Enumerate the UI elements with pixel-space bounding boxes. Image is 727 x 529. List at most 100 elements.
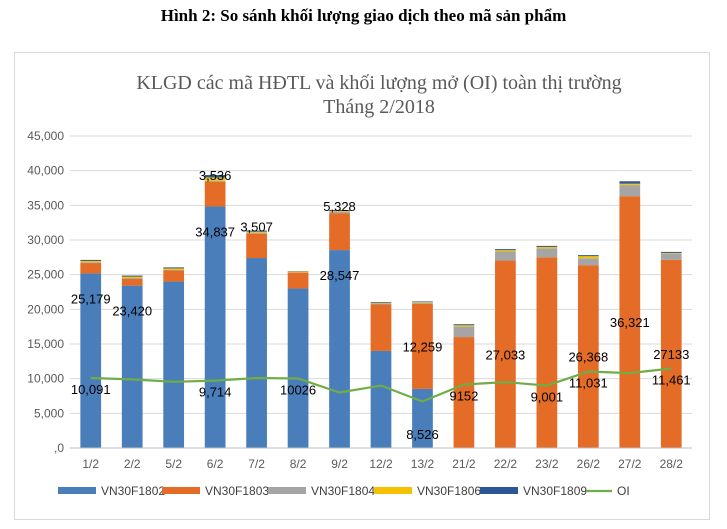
x-tick-label: 7/2 <box>248 457 265 471</box>
bar-vn30f1804 <box>246 232 267 234</box>
bar-vn30f1802 <box>412 388 433 448</box>
bar-vn30f1803 <box>619 196 641 448</box>
y-tick-label: 20,000 <box>27 302 64 316</box>
data-label: 11,461 <box>652 373 691 388</box>
bar-vn30f1804 <box>370 303 392 305</box>
y-tick-label: 15,000 <box>27 337 64 351</box>
data-label: 26,368 <box>568 350 608 365</box>
bar-vn30f1809 <box>619 181 641 184</box>
bar-vn30f1804 <box>163 269 185 271</box>
x-tick-label: 1/2 <box>82 457 99 471</box>
bar-vn30f1804 <box>412 302 433 304</box>
x-tick-label: 2/2 <box>124 457 141 471</box>
y-tick-label: 45,000 <box>27 129 64 143</box>
data-label: 25,179 <box>71 291 111 306</box>
bar-vn30f1803 <box>660 259 682 448</box>
bar-vn30f1804 <box>660 253 682 260</box>
bar-vn30f1804 <box>536 248 558 258</box>
bar-vn30f1804 <box>495 251 516 261</box>
legend-label: VN30F1804 <box>311 484 375 498</box>
oi-line-layer <box>90 367 672 403</box>
bar-vn30f1809 <box>80 259 102 261</box>
chart-title: KLGD các mã HĐTL và khối lượng mở (OI) t… <box>136 72 621 94</box>
bar-vn30f1809 <box>453 324 475 326</box>
bar-vn30f1806 <box>660 252 682 254</box>
bar-vn30f1804 <box>329 211 350 214</box>
data-label: 5,328 <box>323 199 356 214</box>
x-tick-label: 9/2 <box>331 457 348 471</box>
bar-vn30f1806 <box>577 256 599 259</box>
bar-vn30f1806 <box>370 302 392 304</box>
bar-vn30f1806 <box>329 211 350 212</box>
bar-vn30f1809 <box>329 210 350 212</box>
data-label: 9,001 <box>531 390 564 405</box>
bar-vn30f1803 <box>495 260 516 448</box>
x-axis: 1/2 2/2 5/2 6/2 7/2 8/2 9/2 12/2 13/2 21/2 22/2 23/… <box>70 447 692 471</box>
bar-vn30f1806 <box>619 183 641 186</box>
bar-vn30f1809 <box>121 275 143 277</box>
bar-vn30f1804 <box>204 180 226 182</box>
legend-swatch <box>58 487 96 494</box>
x-tick-label: 8/2 <box>290 457 307 471</box>
bar-vn30f1803 <box>536 257 558 448</box>
x-tick-label: 26/2 <box>577 457 601 471</box>
data-label: 9152 <box>449 389 478 404</box>
bar-vn30f1806 <box>121 276 143 278</box>
oi-line <box>90 367 672 403</box>
data-label: 23,420 <box>112 304 152 319</box>
bar-vn30f1803 <box>412 303 433 389</box>
bar-vn30f1806 <box>204 177 226 181</box>
bar-vn30f1804 <box>80 262 102 264</box>
y-tick-label: 35,000 <box>27 198 64 212</box>
legend-label: VN30F1802 <box>101 484 165 498</box>
bar-vn30f1803 <box>121 278 143 286</box>
bar-vn30f1806 <box>287 271 309 273</box>
data-label: 3,507 <box>240 220 273 235</box>
bar-vn30f1802 <box>163 281 185 448</box>
legend-label: VN30F1806 <box>417 484 481 498</box>
bar-vn30f1803 <box>287 272 309 289</box>
data-label: 10026 <box>280 382 316 397</box>
data-label: 9,714 <box>199 385 232 400</box>
legend-swatch <box>374 487 412 494</box>
bar-vn30f1809 <box>660 251 682 253</box>
x-tick-label: 13/2 <box>411 457 435 471</box>
data-label: 27133 <box>653 347 689 362</box>
x-tick-label: 22/2 <box>494 457 518 471</box>
bar-vn30f1803 <box>370 304 392 351</box>
legend: VN30F1802 VN30F1803 VN30F1804 VN30F1806 VN30… <box>58 484 630 498</box>
bar-vn30f1803 <box>246 233 267 259</box>
bar-vn30f1806 <box>453 325 475 327</box>
data-label: 34,837 <box>195 224 235 239</box>
x-tick-label: 23/2 <box>535 457 559 471</box>
bar-vn30f1806 <box>80 260 102 263</box>
bar-vn30f1806 <box>412 302 433 303</box>
bar-vn30f1809 <box>577 255 599 257</box>
y-tick-label: 10,000 <box>27 372 64 386</box>
x-tick-label: 6/2 <box>207 457 224 471</box>
bar-vn30f1802 <box>370 350 392 448</box>
legend-swatch <box>162 487 200 494</box>
x-tick-label: 21/2 <box>452 457 476 471</box>
data-label: 36,321 <box>610 315 650 330</box>
bar-vn30f1809 <box>246 230 267 232</box>
bar-vn30f1803 <box>163 270 185 282</box>
bar-vn30f1802 <box>329 250 350 448</box>
x-tick-label: 28/2 <box>660 457 684 471</box>
bar-vn30f1806 <box>495 250 516 252</box>
y-axis: ,0 5,000 10,000 15,000 20,000 25,000 30,000 35,… <box>27 129 64 455</box>
x-tick-label: 5/2 <box>165 457 182 471</box>
x-tick-label: 12/2 <box>369 457 393 471</box>
data-label: 3,536 <box>199 168 232 183</box>
y-tick-label: 30,000 <box>27 233 64 247</box>
data-label: 12,259 <box>403 339 443 354</box>
data-label: 27,033 <box>486 347 526 362</box>
legend-swatch <box>480 487 518 494</box>
legend-label: OI <box>617 484 630 498</box>
bar-vn30f1802 <box>287 288 309 448</box>
bar-vn30f1806 <box>163 268 185 270</box>
legend-swatch <box>268 487 306 494</box>
bar-vn30f1802 <box>204 206 226 448</box>
legend-label: VN30F1809 <box>523 484 587 498</box>
chart-subtitle: Tháng 2/2018 <box>323 96 435 118</box>
